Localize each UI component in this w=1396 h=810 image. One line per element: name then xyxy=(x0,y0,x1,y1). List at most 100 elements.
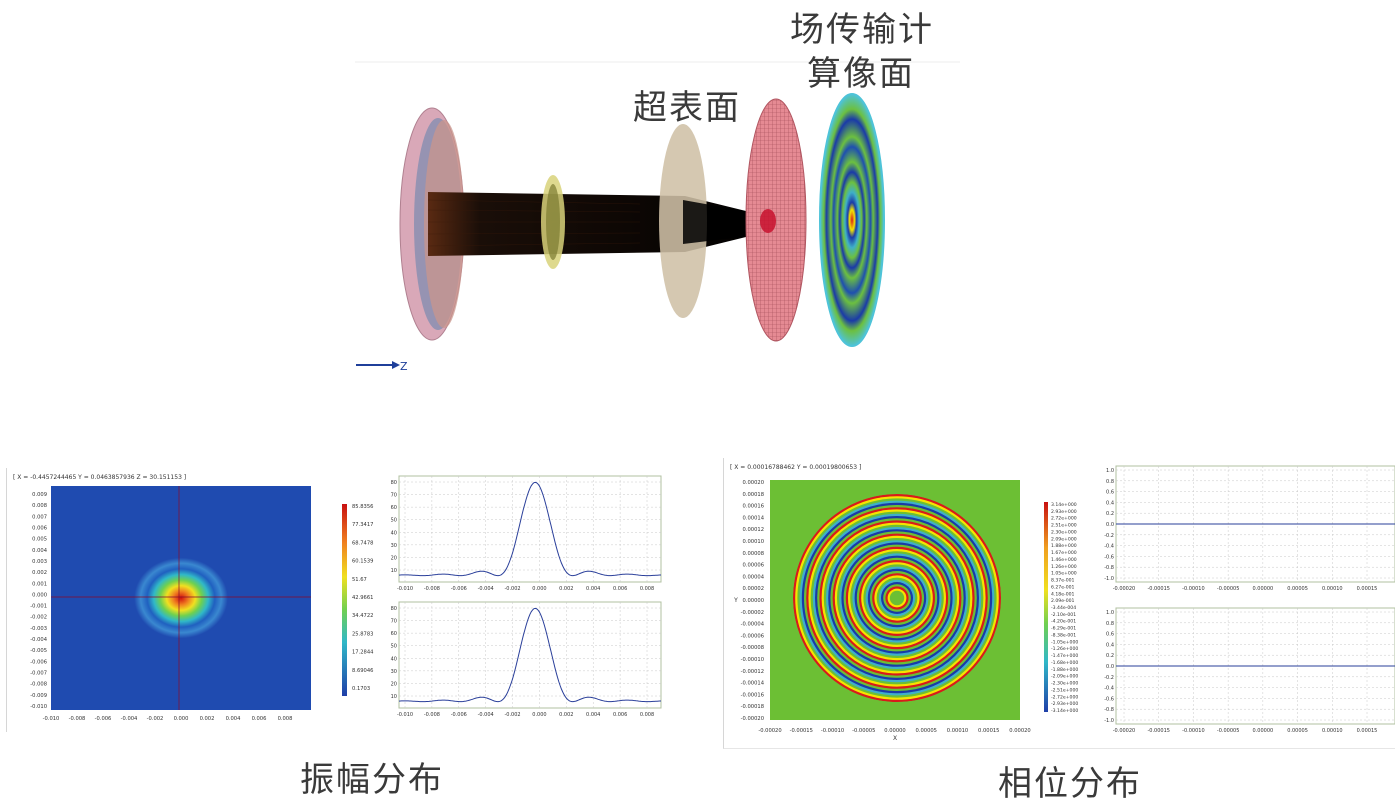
phase-colorbar-tick: 8.37e-001 xyxy=(1051,578,1075,584)
profile-x-tick: -0.002 xyxy=(504,586,520,592)
amplitude-y-tick: 0.009 xyxy=(32,492,47,498)
phase-center xyxy=(891,592,903,604)
profile-y-tick: 0.8 xyxy=(1106,621,1114,627)
phase-colorbar-tick: -2.30e+000 xyxy=(1051,681,1078,687)
phase-panel: [ X = 0.00016788462 Y = 0.00019800653 ] … xyxy=(723,458,1395,749)
profile-y-tick: 0.6 xyxy=(1106,632,1114,638)
profile-x-tick: -0.00020 xyxy=(1113,728,1135,734)
amplitude-y-tick: 0.006 xyxy=(32,525,47,531)
phase-y-tick: 0.00000 xyxy=(743,598,764,604)
phase-colorbar-tick: -2.10e-001 xyxy=(1051,612,1076,618)
profile-x-tick: 0.000 xyxy=(532,586,546,592)
phase-x-tick: 0.00010 xyxy=(947,728,968,734)
phase-colorbar-tick: -3.14e+000 xyxy=(1051,708,1078,714)
profile-x-tick: -0.006 xyxy=(451,586,467,592)
phase-x-tick: 0.00015 xyxy=(978,728,999,734)
profile-y-tick: 1.0 xyxy=(1106,610,1114,616)
amplitude-y-tick: 0.000 xyxy=(32,592,47,598)
phase-y-tick: -0.00018 xyxy=(741,704,764,710)
phase-y-tick: 0.00008 xyxy=(743,551,764,557)
amplitude-y-tick: 0.003 xyxy=(32,559,47,565)
amplitude-y-ticks: 0.009 0.008 0.007 0.006 0.005 0.004 0.003 0.002… xyxy=(30,492,47,710)
profile-y-tick: 10 xyxy=(391,568,397,574)
phase-y-tick: -0.00020 xyxy=(741,716,764,722)
profile-y-tick: 20 xyxy=(391,555,397,561)
profile-x-tick: -0.00010 xyxy=(1182,586,1204,592)
profile-x-tick: -0.004 xyxy=(478,586,494,592)
optical-scene: Z xyxy=(355,61,960,373)
amplitude-profile-top: 80 70 60 50 40 30 20 10 -0.010 -0.008 -0.006 -0.004… xyxy=(391,476,661,592)
amplitude-x-tick: -0.010 xyxy=(43,716,60,722)
fft-mesh-disc xyxy=(745,98,807,342)
phase-colorbar-tick: 4.18e-001 xyxy=(1051,591,1075,597)
profile-y-tick: 30 xyxy=(391,669,397,675)
profile-y-tick: 0.2 xyxy=(1106,511,1114,517)
profile-x-tick: 0.000 xyxy=(532,712,546,718)
phase-colorbar xyxy=(1044,502,1048,712)
phase-colorbar-tick: -6.29e-001 xyxy=(1051,626,1076,632)
phase-colorbar-tick: 2.09e-001 xyxy=(1051,598,1075,604)
phase-y-tick: 0.00018 xyxy=(743,492,764,498)
profile-y-tick: -0.6 xyxy=(1104,554,1114,560)
phase-profiles: 1.0 0.8 0.6 0.4 0.2 0.0 -0.2 -0.4 -0.6 -0.8 -1.0 -0… xyxy=(1104,465,1395,734)
amplitude-x-tick: 0.000 xyxy=(174,716,189,722)
profile-y-tick: 50 xyxy=(391,644,397,650)
phase-colorbar-tick: -1.47e+000 xyxy=(1051,653,1078,659)
profile-y-tick: -1.0 xyxy=(1104,718,1114,724)
profile-y-tick: 0.4 xyxy=(1106,642,1114,648)
phase-y-tick: 0.00012 xyxy=(743,527,764,533)
phase-y-tick: 0.00016 xyxy=(743,504,764,510)
profile-x-tick: -0.00005 xyxy=(1217,728,1239,734)
phase-y-tick: -0.00004 xyxy=(741,622,765,628)
phase-colorbar-tick: 6.27e-001 xyxy=(1051,584,1075,590)
heatmap-field xyxy=(51,486,311,710)
profile-x-tick: 0.002 xyxy=(559,712,573,718)
profile-x-tick: -0.00015 xyxy=(1147,586,1169,592)
phase-colorbar-tick: -2.51e+000 xyxy=(1051,687,1078,693)
phase-y-tick: -0.00010 xyxy=(741,657,764,663)
amplitude-y-tick: 0.002 xyxy=(32,570,47,576)
profile-y-tick: -0.8 xyxy=(1104,565,1114,571)
profile-y-tick: 40 xyxy=(391,530,397,536)
phase-y-ticks: 0.00020 0.00018 0.00016 0.00014 0.00012 0.000… xyxy=(741,480,765,722)
phase-y-tick: 0.00020 xyxy=(743,480,764,486)
profile-y-tick: 40 xyxy=(391,656,397,662)
phase-colorbar-tick: 1.46e+000 xyxy=(1051,557,1077,563)
profile-x-tick: 0.002 xyxy=(559,586,573,592)
phase-heatmap: 0.00020 0.00018 0.00016 0.00014 0.00012 0.000… xyxy=(733,480,1078,742)
amplitude-colorbar-tick: 0.1703 xyxy=(352,686,370,692)
amplitude-colorbar-tick: 85.8356 xyxy=(352,504,373,510)
profile-x-tick: 0.008 xyxy=(640,586,654,592)
amplitude-profile-top-frame xyxy=(398,475,662,583)
profile-x-tick: 0.00005 xyxy=(1287,728,1308,734)
profile-y-tick: 10 xyxy=(391,694,397,700)
profile-y-tick: 0.2 xyxy=(1106,653,1114,659)
amplitude-profile-curve xyxy=(398,607,661,703)
amplitude-colorbar-tick: 25.8783 xyxy=(352,631,373,637)
profile-y-tick: 1.0 xyxy=(1106,468,1114,474)
profile-x-tick: -0.00020 xyxy=(1113,586,1135,592)
amplitude-colorbar-tick: 77.3417 xyxy=(352,522,373,528)
profile-x-tick: 0.00000 xyxy=(1253,728,1274,734)
phase-x-tick: -0.00015 xyxy=(790,728,813,734)
phase-colorbar-tick: -2.72e+000 xyxy=(1051,694,1078,700)
profile-y-tick: 80 xyxy=(391,480,397,486)
amplitude-colorbar-tick: 34.4722 xyxy=(352,613,373,619)
phase-rings xyxy=(793,494,1001,702)
amplitude-y-tick: -0.007 xyxy=(30,671,47,677)
profile-x-tick: -0.008 xyxy=(424,712,440,718)
profile-x-tick: 0.00005 xyxy=(1287,586,1308,592)
phase-colorbar-tick: 1.88e+000 xyxy=(1051,543,1077,549)
profile-y-tick: 60 xyxy=(391,505,397,511)
phase-colorbar-tick: 2.09e+000 xyxy=(1051,536,1077,542)
profile-y-tick: 0.6 xyxy=(1106,490,1114,496)
amplitude-y-tick: -0.009 xyxy=(30,693,47,699)
phase-colorbar-tick: -8.38e-001 xyxy=(1051,632,1076,638)
profile-x-tick: 0.00015 xyxy=(1357,586,1378,592)
profile-x-tick: -0.008 xyxy=(424,586,440,592)
amplitude-colorbar-tick: 17.2844 xyxy=(352,650,374,656)
profile-y-tick: 50 xyxy=(391,518,397,524)
phase-colorbar-ticks: 3.14e+0002.93e+0002.72e+0002.51e+0002.30… xyxy=(1051,502,1078,714)
amplitude-colorbar xyxy=(342,504,347,696)
amplitude-y-tick: -0.002 xyxy=(30,615,47,621)
